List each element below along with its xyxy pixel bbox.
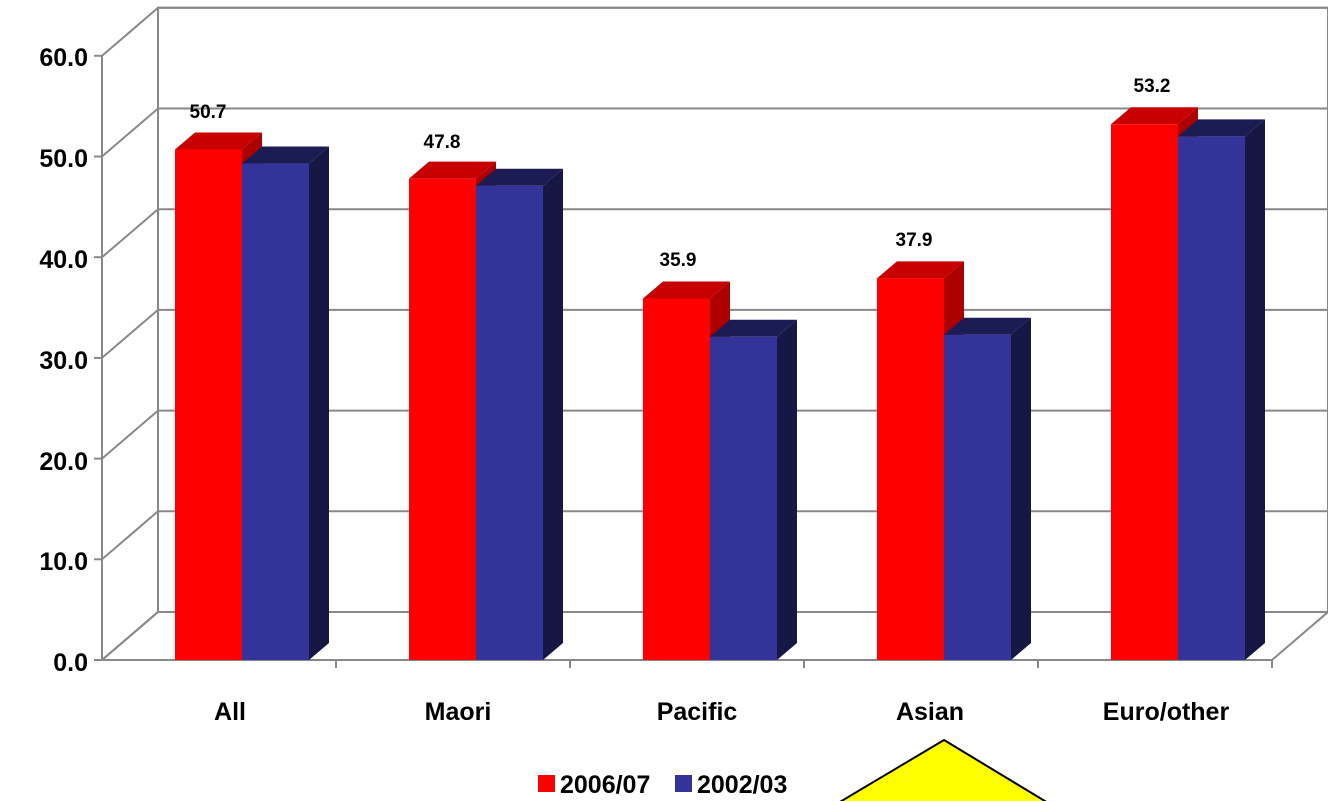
data-label: 37.9 [896,230,933,251]
x-category-labels: All Maori Pacific Asian Euro/other [214,698,1229,726]
bar-2002/03-Pacific [710,336,777,660]
data-label: 53.2 [1134,76,1171,97]
gridline-side [101,409,159,460]
bar-2002/03-top [476,168,563,186]
bar-2002/03-Euro/other [1178,136,1245,661]
bar-2002/03-side [309,146,329,660]
bar-2006/07-All [175,149,242,661]
legend-label-2002-03: 2002/03 [697,771,787,799]
y-tick-label: 20.0 [39,448,88,476]
bar-2006/07-top [409,161,496,179]
data-label: 35.9 [660,250,697,271]
bar-2002/03-side [1245,119,1265,661]
bar-2002/03-All [242,163,309,660]
gridline-side [101,510,159,561]
bar-2006/07-Asian [877,278,944,660]
bar-2006/07-top [643,281,730,299]
bar-2006/07-top [1111,107,1198,125]
y-tick-labels: 0.0 10.0 20.0 30.0 40.0 50.0 60.0 [39,44,88,677]
bar-2006/07-Maori [409,178,476,661]
x-category-label: Euro/other [1103,698,1230,726]
legend-swatch-2006-07 [538,775,555,792]
gridline-side [101,107,159,158]
y-tick-label: 40.0 [39,246,88,274]
legend: 2006/07 2002/03 [538,771,787,799]
x-category-label: Maori [425,698,492,726]
bars [175,107,1265,661]
bar-2002/03-side [543,168,563,660]
data-label: 50.7 [190,102,227,123]
gridline-side [101,309,159,359]
bar-2006/07-Pacific [643,298,710,660]
legend-label-2006-07: 2006/07 [560,771,650,799]
legend-swatch-2002-03 [675,775,692,792]
bar-2002/03-top [242,146,329,164]
data-label: 47.8 [424,132,461,153]
y-tick-label: 0.0 [53,649,88,677]
gridline-side [101,611,159,661]
x-category-label: Pacific [657,698,738,726]
bar-2002/03-top [710,319,797,337]
x-category-label: Asian [896,698,964,726]
data-labels: 50.7 47.8 35.9 37.9 53.2 [190,76,1171,271]
gridline-side [101,7,159,57]
bar-2002/03-top [1178,119,1265,137]
y-tick-label: 30.0 [39,347,88,375]
y-tick-label: 10.0 [39,548,88,576]
bar-2002/03-Asian [944,334,1011,660]
bar-2002/03-top [944,317,1031,335]
bar-2006/07-top [877,261,964,279]
y-tick-label: 60.0 [39,44,88,72]
bar-2006/07-Euro/other [1111,124,1178,660]
bar-2002/03-side [777,319,797,660]
bar-2006/07-top [175,132,262,150]
x-category-label: All [214,698,246,726]
callout-arrow [839,738,1047,801]
bar-2002/03-Maori [476,185,543,660]
y-tick-label: 50.0 [39,145,88,173]
gridline-side [101,208,159,258]
bar-2002/03-side [1011,317,1031,660]
